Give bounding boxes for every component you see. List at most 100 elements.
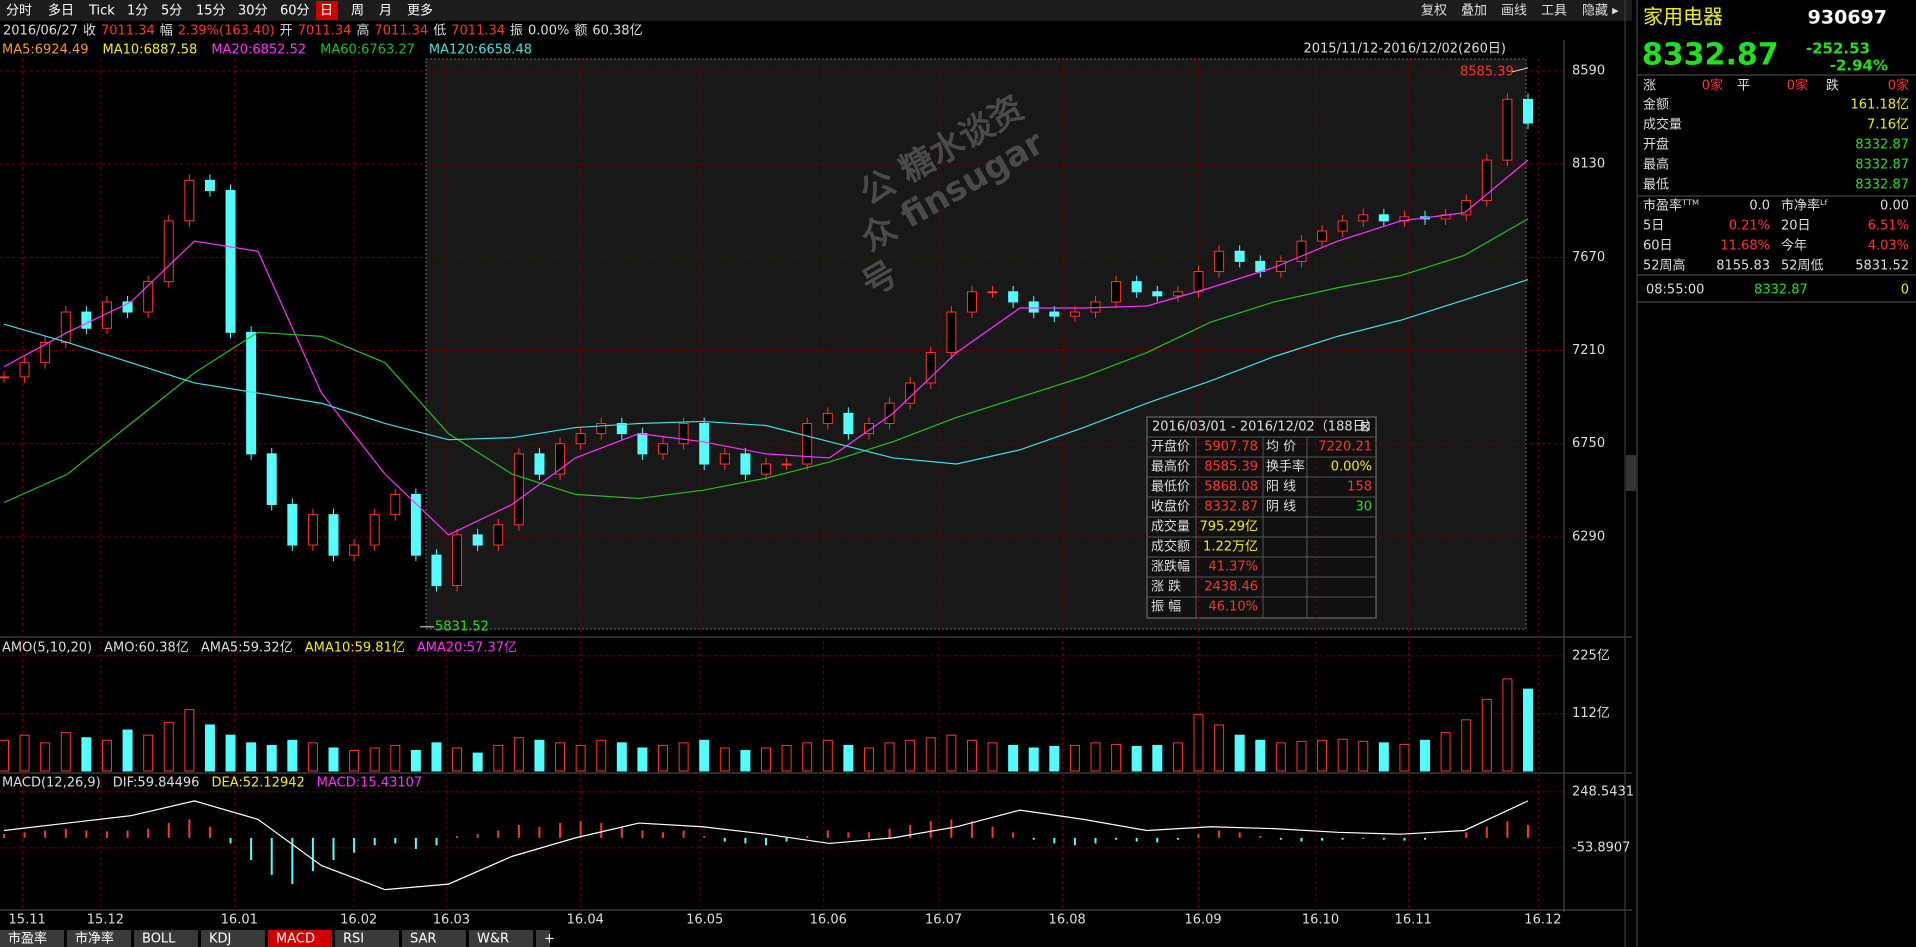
- tab-label[interactable]: MACD: [276, 932, 315, 947]
- volume-bar: [1317, 739, 1328, 772]
- stats-label: 最低价: [1151, 480, 1190, 495]
- volume-bar: [1028, 747, 1039, 772]
- volume-bar: [513, 737, 524, 772]
- info-label: 高: [356, 23, 369, 39]
- stats-label: 涨 跌: [1151, 579, 1181, 595]
- toolbar-button[interactable]: 叠加: [1461, 4, 1487, 19]
- volume-bar: [637, 747, 648, 772]
- volume-bar: [1234, 734, 1245, 772]
- candle: [431, 554, 442, 587]
- candle: [287, 504, 298, 546]
- tab-label[interactable]: 市净率: [75, 931, 114, 947]
- volume-bar: [410, 750, 421, 772]
- volume-bar: [534, 739, 545, 772]
- stats-value: 0.00%: [1331, 460, 1372, 475]
- candle: [1296, 240, 1307, 262]
- candle: [472, 534, 483, 546]
- toolbar-button[interactable]: 1分: [127, 4, 148, 19]
- volume-bar: [781, 744, 792, 772]
- close-button[interactable]: ⊠: [1360, 420, 1371, 435]
- volume-bar: [1420, 739, 1431, 772]
- candle: [555, 443, 566, 475]
- volume-bar: [884, 742, 895, 772]
- collapse-handle[interactable]: [1626, 455, 1636, 491]
- toolbar-button[interactable]: 画线: [1501, 4, 1527, 19]
- volume-bar: [390, 744, 401, 772]
- macd-legend: DEA:52.12942: [211, 776, 304, 791]
- tab-label[interactable]: KDJ: [209, 932, 231, 947]
- tab-label[interactable]: W&R: [477, 932, 509, 947]
- quote-price: 8332.87: [1642, 38, 1779, 73]
- tab[interactable]: [536, 930, 550, 947]
- info-label: 开: [280, 24, 293, 39]
- stats-value: 7220.21: [1318, 440, 1372, 455]
- volume-bar: [101, 739, 112, 772]
- toolbar-button[interactable]: 工具: [1541, 4, 1567, 19]
- volume-bar: [19, 734, 30, 772]
- tab[interactable]: [67, 930, 131, 947]
- candle: [410, 493, 421, 556]
- candle: [452, 534, 463, 587]
- candle: [678, 422, 689, 445]
- volume-bar: [307, 742, 318, 772]
- range-label: 2015/11/12-2016/12/02(260日): [1303, 42, 1506, 57]
- tick-field: 8332.87: [1754, 283, 1808, 298]
- toolbar-button[interactable]: 5分: [161, 4, 182, 19]
- toolbar-button[interactable]: 复权: [1421, 3, 1447, 19]
- volume-bar: [843, 744, 854, 772]
- toolbar-button[interactable]: 60分: [280, 4, 310, 19]
- x-tick-label: 16.05: [686, 913, 723, 928]
- info-label: 幅: [160, 24, 173, 39]
- volume-bar: [740, 750, 751, 772]
- stat-value: 8332.87: [1855, 178, 1909, 193]
- volume-legend: AMA10:59.81亿: [305, 641, 405, 656]
- toolbar-button[interactable]: 多日: [48, 3, 74, 19]
- tab-label[interactable]: RSI: [343, 932, 364, 947]
- volume-bar: [369, 747, 380, 772]
- tab-label[interactable]: SAR: [410, 932, 436, 947]
- stat-value: 161.18亿: [1851, 98, 1910, 113]
- volume-bar: [1337, 738, 1348, 772]
- volume-bar: [1461, 719, 1472, 772]
- candle: [1234, 250, 1245, 262]
- volume-bar: [328, 747, 339, 772]
- toolbar-button[interactable]: Tick: [88, 4, 115, 19]
- tab[interactable]: [335, 930, 399, 947]
- volume-bar: [60, 732, 71, 772]
- toolbar-button[interactable]: 分时: [6, 4, 32, 19]
- candle: [40, 341, 51, 364]
- tab[interactable]: [469, 930, 533, 947]
- volume-bar: [204, 724, 215, 772]
- y-tick-label: 248.5431: [1572, 784, 1634, 799]
- x-tick-label: 16.11: [1395, 913, 1432, 928]
- tab[interactable]: [268, 930, 332, 947]
- volume-bar: [761, 747, 771, 772]
- tab-label[interactable]: +: [544, 932, 555, 947]
- toolbar-button[interactable]: 30分: [238, 4, 268, 19]
- candle: [740, 453, 751, 475]
- toolbar-button[interactable]: 月: [379, 4, 392, 19]
- volume-bar: [1131, 745, 1142, 772]
- volume-bar: [81, 737, 92, 772]
- tab[interactable]: [134, 930, 198, 947]
- volume-bar: [1111, 743, 1122, 772]
- toolbar-button[interactable]: 15分: [196, 4, 226, 19]
- candle: [575, 433, 586, 445]
- toolbar-button[interactable]: 更多: [407, 3, 433, 19]
- tab-label[interactable]: BOLL: [142, 932, 176, 947]
- tab[interactable]: [0, 930, 64, 947]
- toolbar-button[interactable]: 隐藏 ▸: [1582, 4, 1619, 19]
- tab[interactable]: [201, 930, 265, 947]
- tab[interactable]: [402, 930, 466, 947]
- stats-label: 涨跌幅: [1151, 559, 1190, 575]
- stat-value: 8332.87: [1855, 158, 1909, 173]
- volume-bar: [163, 721, 174, 772]
- info-value: 2.39%(163.40): [178, 24, 275, 39]
- tab-label[interactable]: 市盈率: [8, 931, 47, 947]
- y-tick-label: 225亿: [1572, 648, 1610, 663]
- toolbar-button[interactable]: 日: [320, 4, 333, 19]
- stats-value: 8332.87: [1204, 500, 1258, 515]
- x-tick-label: 16.02: [340, 913, 377, 928]
- x-tick-label: 16.06: [810, 913, 847, 928]
- toolbar-button[interactable]: 周: [351, 4, 364, 19]
